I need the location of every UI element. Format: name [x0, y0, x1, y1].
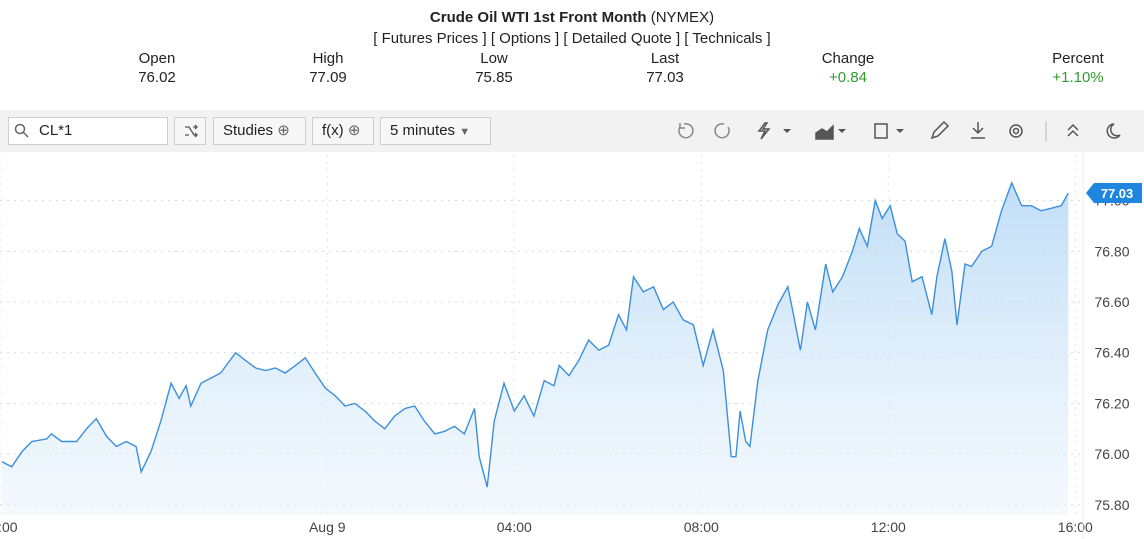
chart: 75.8076.0076.2076.4076.6076.8077.0017:00…	[0, 152, 1142, 539]
theme-icon[interactable]	[1106, 123, 1121, 139]
price-line	[1, 181, 1069, 488]
flash-icon[interactable]	[757, 122, 771, 140]
y-tick-label: 76.60	[1094, 294, 1129, 310]
quote-value: 76.02	[138, 69, 176, 86]
fx-label: f(x)	[322, 122, 344, 139]
settings-icon[interactable]	[1009, 124, 1023, 138]
compare-button[interactable]	[174, 117, 206, 145]
link[interactable]: [ Options ]	[490, 30, 560, 47]
x-tick-label: 04:00	[497, 519, 532, 535]
download-icon[interactable]	[971, 122, 985, 139]
link[interactable]: [ Detailed Quote ]	[563, 30, 681, 47]
redo-icon[interactable]	[714, 122, 730, 139]
quote-value: 75.85	[475, 69, 513, 86]
last-price-tag	[1086, 183, 1142, 204]
symbol-input[interactable]: CL*1	[8, 117, 168, 145]
title: Crude Oil WTI 1st Front Month	[429, 9, 647, 26]
quote-label: Open	[138, 50, 176, 67]
quote-value: 77.03	[646, 69, 684, 86]
studies-button[interactable]: Studies ⊕	[213, 117, 306, 145]
x-tick-label: 08:00	[684, 519, 719, 535]
quote-label: Percent	[1052, 50, 1104, 67]
exchange: (NYMEX)	[650, 9, 715, 26]
x-tick-label: 16:00	[1058, 519, 1093, 535]
draw-icon[interactable]	[930, 120, 950, 140]
interval-label: 5 minutes	[390, 122, 456, 139]
links: [ Futures Prices ] [ Options ] [ Detaile…	[0, 30, 1144, 47]
search-icon	[14, 123, 29, 138]
quote-label: Low	[480, 50, 508, 67]
y-tick-label: 75.80	[1094, 497, 1129, 513]
quote-label: Last	[650, 50, 680, 67]
y-tick-label: 76.00	[1094, 446, 1129, 462]
title-line: Crude Oil WTI 1st Front Month (NYMEX)	[0, 9, 1144, 26]
studies-label: Studies	[223, 122, 274, 139]
y-tick-label: 76.40	[1094, 345, 1129, 361]
chart-type-icon[interactable]	[815, 124, 834, 140]
quote-value: +0.84	[829, 69, 867, 86]
tool-icons	[678, 120, 1121, 141]
symbol: CL*1	[39, 122, 73, 139]
layout-icon[interactable]	[874, 123, 888, 139]
link[interactable]: [ Technicals ]	[684, 30, 771, 47]
undo-icon[interactable]	[678, 122, 694, 139]
link[interactable]: [ Futures Prices ]	[373, 30, 487, 47]
quote-label: Change	[821, 50, 875, 67]
x-tick-label: Aug 9	[309, 519, 346, 535]
interval-button[interactable]: 5 minutes ▼	[380, 117, 491, 145]
x-tick-label: 17:00	[0, 519, 18, 535]
collapse-icon[interactable]	[1067, 123, 1079, 137]
quote-label: High	[312, 50, 344, 67]
quote-value: +1.10%	[1052, 69, 1104, 86]
shuffle-icon	[185, 124, 198, 138]
last-price-label: 77.03	[1101, 186, 1134, 201]
y-tick-label: 76.80	[1094, 243, 1129, 259]
fx-button[interactable]: f(x) ⊕	[312, 117, 374, 145]
quote-value: 77.09	[309, 69, 347, 86]
x-tick-label: 12:00	[871, 519, 906, 535]
y-tick-label: 76.20	[1094, 395, 1129, 411]
area	[1, 182, 1069, 515]
